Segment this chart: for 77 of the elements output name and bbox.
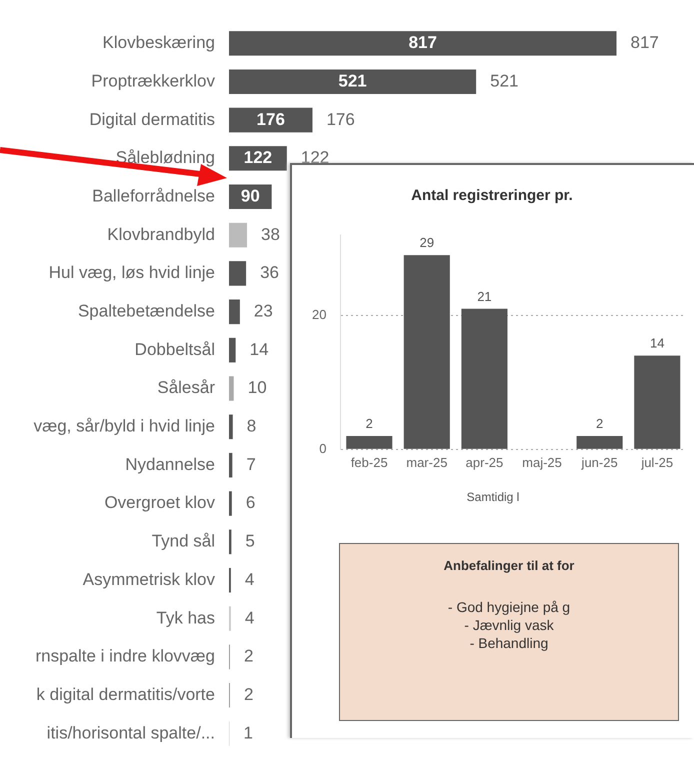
y-tick-label: 0 [319, 440, 326, 456]
y-tick-label: Overgroet klov [104, 493, 216, 512]
bar [461, 308, 508, 449]
annotation: - Jævnlig vask [463, 617, 555, 633]
bar [229, 491, 232, 516]
bar [229, 222, 248, 248]
data-label: 4 [244, 608, 254, 628]
annotation: - Behandling [468, 635, 550, 651]
data-label: 817 [630, 33, 659, 52]
x-tick-label: mar-25 [406, 454, 448, 470]
data-label: 1 [243, 723, 253, 742]
y-tick-label: Klovbeskæring [102, 33, 215, 52]
bar [229, 69, 476, 94]
y-tick-label: væg, sår/byld i hvid linje [34, 416, 215, 436]
bar [576, 436, 623, 449]
x-tick-label: apr-25 [466, 454, 504, 470]
data-label: 2 [244, 684, 254, 704]
data-label: 4 [244, 570, 254, 589]
y-tick-label: Sålesår [157, 378, 216, 398]
annotation: 90 [240, 186, 260, 206]
data-label: 2 [596, 416, 604, 432]
annotation: 521 [338, 71, 367, 90]
annotation: - God hygiejne på g [446, 599, 572, 615]
y-tick-label: Dobbeltsål [134, 340, 215, 359]
y-tick-label: itis/horisontal spalte/... [46, 723, 215, 742]
data-label: 14 [250, 340, 269, 359]
x-tick-label: feb-25 [350, 454, 388, 470]
x-tick-label: maj-25 [522, 454, 562, 470]
bar [346, 436, 392, 449]
bar [229, 108, 312, 132]
bar [404, 255, 450, 449]
bar [229, 261, 246, 286]
y-tick-label: 20 [312, 306, 326, 322]
y-tick-label: Digital dermatitis [89, 110, 215, 129]
y-tick-label: Balleforrådnelse [92, 186, 215, 206]
bar [229, 338, 236, 362]
bar [229, 414, 233, 440]
annotation: 817 [408, 33, 437, 52]
data-label: 21 [477, 288, 492, 304]
y-tick-label: Tyk has [156, 608, 215, 628]
y-tick-label: Tynd sål [152, 532, 215, 551]
data-label: 5 [245, 532, 255, 551]
annotation: Anbefalinger til at for [442, 558, 576, 573]
bar [229, 300, 240, 324]
bar [229, 452, 232, 478]
data-label: 14 [650, 336, 664, 351]
x-tick-label: jul-25 [640, 454, 674, 470]
annotation: 122 [244, 148, 272, 168]
data-label: 23 [254, 301, 273, 320]
data-label: 521 [490, 71, 518, 90]
y-tick-label: rnspalte i indre klovvæg [35, 646, 215, 666]
y-tick-label: k digital dermatitis/vorte [36, 684, 215, 704]
data-label: 8 [246, 416, 256, 436]
data-label: 122 [300, 148, 330, 168]
annotation: 176 [256, 110, 285, 129]
y-tick-label: Hul væg, løs hvid linje [48, 263, 215, 282]
annotation: Samtidig l [466, 490, 520, 504]
data-label: 36 [260, 263, 279, 282]
y-tick-label: Nydannelse [125, 454, 215, 474]
data-label: 2 [244, 646, 254, 666]
bar [634, 356, 680, 449]
data-label: 176 [326, 110, 355, 129]
y-tick-label: Spaltebetændelse [78, 301, 215, 320]
data-label: 10 [248, 378, 267, 398]
data-label: 2 [366, 416, 373, 432]
y-tick-label: Såleblødning [116, 148, 215, 168]
data-label: 7 [246, 454, 256, 474]
chart-title: Antal registreringer pr. [411, 187, 573, 204]
x-tick-label: jun-25 [580, 454, 618, 470]
data-label: 38 [261, 224, 280, 244]
y-tick-label: Proptrækkerklov [91, 71, 216, 90]
data-label: 6 [246, 493, 256, 512]
y-tick-label: Klovbrandbyld [107, 224, 215, 244]
bar [229, 376, 234, 401]
data-label: 29 [420, 235, 434, 250]
bar [229, 31, 616, 56]
y-tick-label: Asymmetrisk klov [82, 570, 216, 589]
